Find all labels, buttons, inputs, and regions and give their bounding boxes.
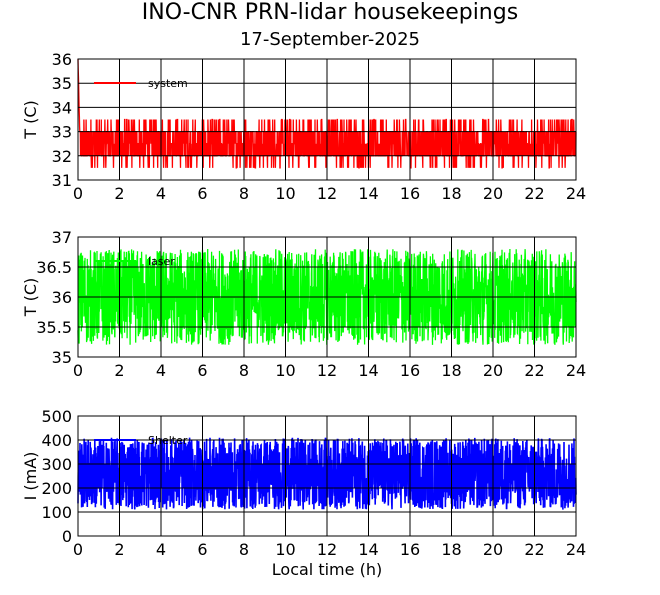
x-tick-label: 20 — [483, 184, 503, 203]
y-tick-label: 35.5 — [36, 318, 72, 337]
chart-title: INO-CNR PRN-lidar housekeepings — [141, 0, 519, 25]
x-tick-label: 16 — [400, 184, 420, 203]
y-tick-label: 200 — [41, 479, 72, 498]
y-tick-label: 0 — [62, 527, 72, 546]
x-tick-label: 22 — [524, 184, 544, 203]
x-tick-label: 6 — [197, 361, 207, 380]
x-tick-label: 18 — [441, 540, 461, 559]
x-tick-label: 8 — [239, 361, 249, 380]
y-tick-label: 35 — [52, 348, 72, 367]
legend-label: laser — [148, 255, 175, 268]
x-tick-label: 18 — [441, 184, 461, 203]
x-tick-label: 6 — [197, 184, 207, 203]
x-tick-label: 16 — [400, 540, 420, 559]
y-axis-label: T (C) — [21, 278, 40, 318]
y-tick-label: 33 — [52, 123, 72, 142]
x-tick-label: 14 — [358, 184, 378, 203]
x-tick-label: 22 — [524, 540, 544, 559]
y-tick-label: 36.5 — [36, 258, 72, 277]
y-tick-label: 500 — [41, 407, 72, 426]
y-tick-label: 300 — [41, 455, 72, 474]
y-tick-label: 31 — [52, 171, 72, 190]
x-tick-label: 24 — [566, 540, 586, 559]
y-tick-label: 32 — [52, 147, 72, 166]
x-tick-label: 6 — [197, 540, 207, 559]
x-tick-label: 10 — [275, 361, 295, 380]
x-tick-label: 20 — [483, 540, 503, 559]
x-tick-label: 16 — [400, 361, 420, 380]
y-tick-label: 36 — [52, 288, 72, 307]
y-tick-label: 35 — [52, 74, 72, 93]
x-tick-label: 0 — [73, 540, 83, 559]
x-tick-label: 8 — [239, 540, 249, 559]
x-tick-label: 0 — [73, 361, 83, 380]
x-tick-label: 12 — [317, 361, 337, 380]
y-tick-label: 36 — [52, 50, 72, 69]
plot-frame — [77, 236, 577, 358]
plot-frame — [77, 415, 577, 537]
x-tick-label: 2 — [114, 184, 124, 203]
chart-subtitle: 17-September-2025 — [239, 29, 421, 50]
x-tick-label: 2 — [114, 361, 124, 380]
x-tick-label: 14 — [358, 361, 378, 380]
x-tick-label: 4 — [156, 184, 166, 203]
x-tick-label: 12 — [317, 540, 337, 559]
x-tick-label: 18 — [441, 361, 461, 380]
x-tick-label: 4 — [156, 540, 166, 559]
x-tick-label: 0 — [73, 184, 83, 203]
x-tick-label: 8 — [239, 184, 249, 203]
legend-label: system — [148, 77, 188, 90]
y-axis-label: T (C) — [21, 100, 40, 140]
x-tick-label: 12 — [317, 184, 337, 203]
y-axis-label: I (mA) — [21, 452, 40, 501]
y-tick-label: 37 — [52, 228, 72, 247]
x-tick-label: 10 — [275, 540, 295, 559]
plot-frame — [77, 58, 577, 181]
legend-label: Shelter — [148, 434, 188, 447]
y-tick-label: 34 — [52, 98, 72, 117]
y-tick-label: 100 — [41, 503, 72, 522]
x-tick-label: 10 — [275, 184, 295, 203]
x-tick-label: 24 — [566, 361, 586, 380]
y-tick-label: 400 — [41, 431, 72, 450]
x-tick-label: 24 — [566, 184, 586, 203]
x-tick-label: 4 — [156, 361, 166, 380]
x-axis-label: Local time (h) — [272, 560, 382, 579]
x-tick-label: 22 — [524, 361, 544, 380]
x-tick-label: 20 — [483, 361, 503, 380]
x-tick-label: 14 — [358, 540, 378, 559]
x-tick-label: 2 — [114, 540, 124, 559]
